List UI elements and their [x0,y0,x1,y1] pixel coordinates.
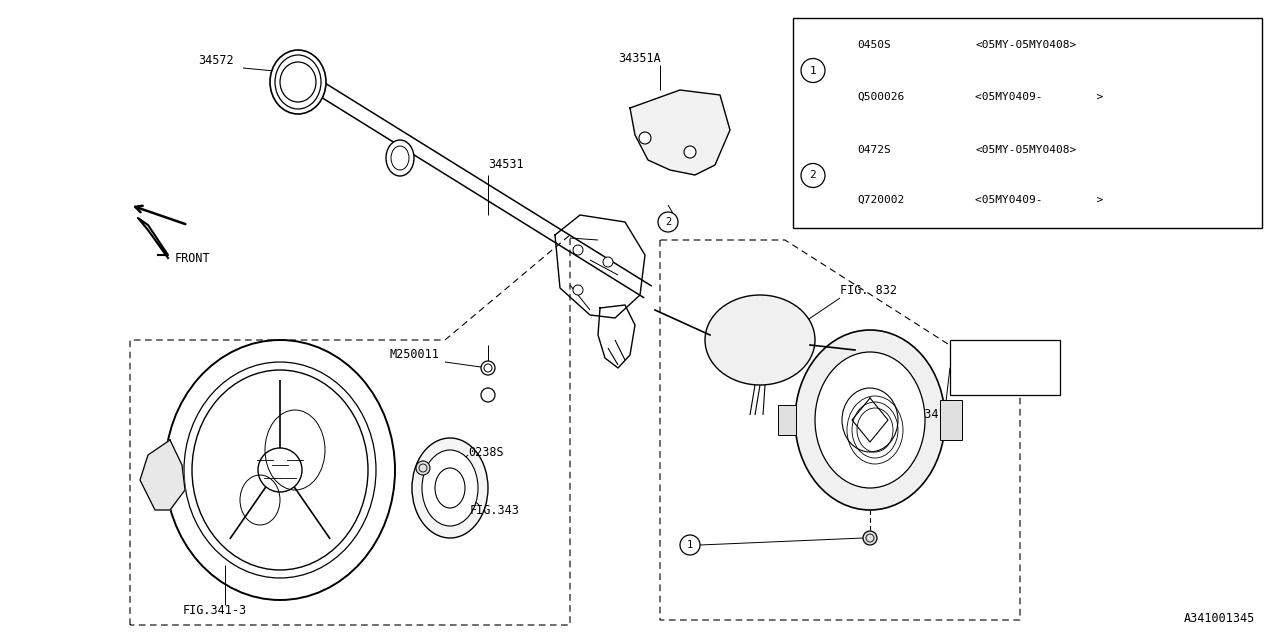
Text: 0238S: 0238S [468,447,503,460]
Text: 0450S: 0450S [858,40,891,50]
Circle shape [639,132,652,144]
Ellipse shape [275,55,321,109]
Ellipse shape [192,370,369,570]
Ellipse shape [842,388,899,452]
Circle shape [603,257,613,267]
Circle shape [863,531,877,545]
Ellipse shape [815,352,925,488]
Bar [940,400,963,440]
Bar [778,405,796,435]
Text: 34531: 34531 [488,159,524,172]
Circle shape [801,58,826,83]
Text: FIG. 832: FIG. 832 [840,284,897,296]
Ellipse shape [184,362,376,578]
Polygon shape [140,440,186,510]
Text: Q720002: Q720002 [858,195,904,205]
Circle shape [481,361,495,375]
Circle shape [658,212,678,232]
Text: 0472S: 0472S [858,145,891,155]
Text: FIG.343: FIG.343 [470,504,520,516]
Ellipse shape [435,468,465,508]
Circle shape [573,285,582,295]
Text: 34351A: 34351A [618,51,660,65]
Bar [794,18,1262,228]
Circle shape [684,146,696,158]
Ellipse shape [387,140,413,176]
Text: <05MY0409-        >: <05MY0409- > [975,92,1103,102]
Polygon shape [630,90,730,175]
Text: 2: 2 [664,217,671,227]
Text: 1: 1 [687,540,694,550]
Ellipse shape [412,438,488,538]
Circle shape [259,448,302,492]
Text: M250011: M250011 [390,349,440,362]
Text: FRONT: FRONT [175,252,211,264]
Ellipse shape [705,295,815,385]
Text: 34572: 34572 [198,54,234,67]
Ellipse shape [270,50,326,114]
Text: <05MY0409-        >: <05MY0409- > [975,195,1103,205]
Circle shape [801,163,826,188]
Circle shape [680,535,700,555]
Text: A341001345: A341001345 [1184,612,1254,625]
Text: <05MY-05MY0408>: <05MY-05MY0408> [975,145,1076,155]
Ellipse shape [165,340,396,600]
Text: 34341: 34341 [910,408,946,422]
Bar [950,340,1060,395]
Ellipse shape [280,62,316,102]
Text: 2: 2 [810,170,817,180]
Text: 1: 1 [810,65,817,76]
Circle shape [481,388,495,402]
Text: FIG.341-3: FIG.341-3 [183,604,247,616]
Circle shape [573,245,582,255]
Ellipse shape [422,450,477,526]
Text: <05MY-05MY0408>: <05MY-05MY0408> [975,40,1076,50]
Circle shape [416,461,430,475]
Text: Q500026: Q500026 [858,92,904,102]
Ellipse shape [795,330,945,510]
